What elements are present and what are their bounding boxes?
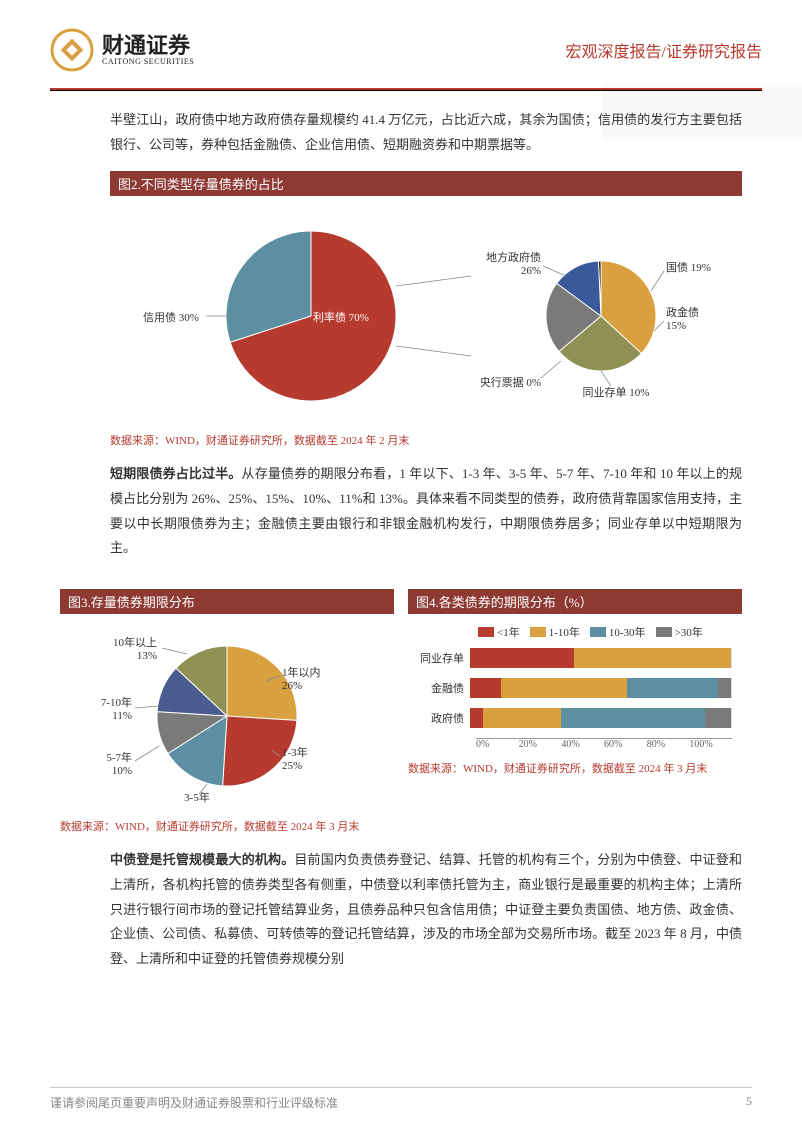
svg-text:地方政府债: 地方政府债 xyxy=(486,250,541,264)
paragraph-1: 半壁江山，政府债中地方政府债存量规模约 41.4 万亿元，占比近六成，其余为国债… xyxy=(110,108,742,157)
svg-text:15%: 15% xyxy=(666,320,686,332)
svg-text:10%: 10% xyxy=(112,765,132,777)
svg-text:11%: 11% xyxy=(112,710,132,722)
svg-text:26%: 26% xyxy=(282,680,302,692)
svg-text:5-7年: 5-7年 xyxy=(106,750,132,764)
paragraph-2: 短期限债券占比过半。从存量债券的期限分布看，1 年以下、1-3 年、3-5 年、… xyxy=(110,462,742,561)
bar-row: 金融债 xyxy=(418,678,732,698)
fig4-chart: <1年1-10年10-30年>30年 同业存单金融债政府债 0%20%40%60… xyxy=(408,614,742,754)
company-name-cn: 财通证券 xyxy=(102,34,194,58)
fig4-caption: 数据来源：WIND，财通证券研究所，数据截至 2024 年 3 月末 xyxy=(408,760,742,776)
fig2-chart: 利率债 70% 信用债 30% 地方政府债26% 国债 19% 政金债15% 同业存单 … xyxy=(110,196,742,426)
fig3-caption: 数据来源：WIND，财通证券研究所，数据截至 2024 年 3 月末 xyxy=(60,818,394,834)
svg-text:25%: 25% xyxy=(282,760,302,772)
svg-text:央行票据 0%: 央行票据 0% xyxy=(481,375,541,389)
svg-text:26%: 26% xyxy=(521,265,541,277)
page-header: 财通证券 CAITONG SECURITIES 宏观深度报告/证券研究报告 xyxy=(0,0,802,82)
page-footer: 谨请参阅尾页重要声明及财通证券股票和行业评级标准 5 xyxy=(50,1087,752,1111)
svg-text:7-10年: 7-10年 xyxy=(101,695,132,709)
report-type: 宏观深度报告/证券研究报告 xyxy=(566,38,762,62)
company-name-en: CAITONG SECURITIES xyxy=(102,58,194,67)
para2-bold: 短期限债券占比过半。 xyxy=(110,466,242,481)
legend-item: >30年 xyxy=(656,624,703,640)
paragraph-3: 中债登是托管规模最大的机构。目前国内负责债券登记、结算、托管的机构有三个，分别为… xyxy=(110,848,742,971)
legend-item: <1年 xyxy=(478,624,520,640)
svg-text:利率债 70%: 利率债 70% xyxy=(313,310,369,324)
svg-text:3-5年: 3-5年 xyxy=(184,790,210,804)
footer-disclaimer: 谨请参阅尾页重要声明及财通证券股票和行业评级标准 xyxy=(50,1094,338,1111)
fig3-title: 图3.存量债券期限分布 xyxy=(60,589,394,614)
fig3-chart: 1年以内26% 1-3年25% 3-5年15% 5-7年10% 7-10年11% 10年以… xyxy=(60,614,394,812)
legend-item: 1-10年 xyxy=(530,624,580,640)
para3-bold: 中债登是托管规模最大的机构。 xyxy=(110,852,294,867)
fig2-title: 图2.不同类型存量债券的占比 xyxy=(110,171,742,196)
fig2-caption: 数据来源：WIND，财通证券研究所，数据截至 2024 年 2 月末 xyxy=(110,432,742,448)
svg-text:15%: 15% xyxy=(187,805,207,806)
bar-row: 同业存单 xyxy=(418,648,732,668)
bar-row: 政府债 xyxy=(418,708,732,728)
svg-text:政金债: 政金债 xyxy=(666,305,699,319)
svg-text:1-3年: 1-3年 xyxy=(282,745,308,759)
svg-text:同业存单 10%: 同业存单 10% xyxy=(583,385,650,399)
svg-text:10年以上: 10年以上 xyxy=(113,635,157,649)
svg-text:1年以内: 1年以内 xyxy=(282,665,321,679)
fig4-title: 图4.各类债券的期限分布（%） xyxy=(408,589,742,614)
svg-text:国债 19%: 国债 19% xyxy=(666,260,711,274)
legend-item: 10-30年 xyxy=(590,624,646,640)
svg-text:13%: 13% xyxy=(137,650,157,662)
para3-body: 目前国内负责债券登记、结算、托管的机构有三个，分别为中债登、中证登和上清所，各机… xyxy=(110,852,742,966)
svg-text:信用债 30%: 信用债 30% xyxy=(143,310,199,324)
page-number: 5 xyxy=(746,1094,752,1111)
logo-block: 财通证券 CAITONG SECURITIES xyxy=(50,28,194,72)
logo-icon xyxy=(50,28,94,72)
